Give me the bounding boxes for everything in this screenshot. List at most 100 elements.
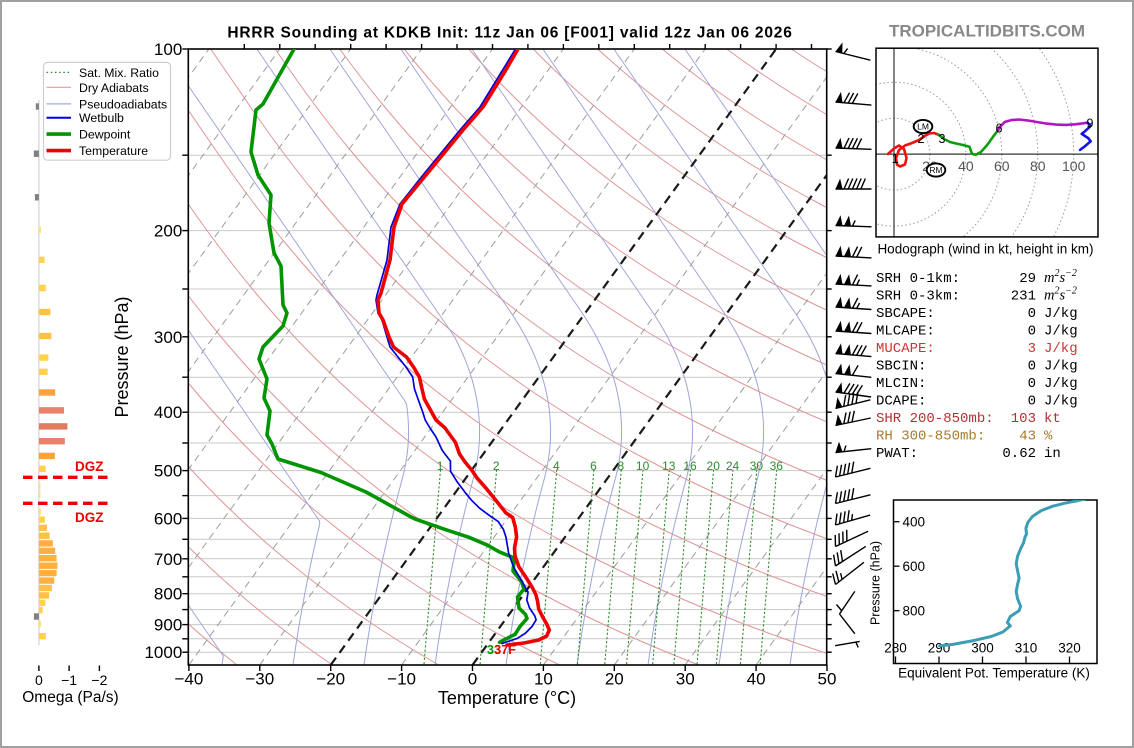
svg-text:Omega (Pa/s): Omega (Pa/s) (22, 689, 118, 706)
svg-text:Equivalent Pot. Temperature (K: Equivalent Pot. Temperature (K) (898, 666, 1090, 681)
svg-text:SRH 0-1km:: SRH 0-1km: (876, 271, 960, 287)
svg-text:60: 60 (994, 158, 1010, 174)
svg-text:DCAPE:: DCAPE: (876, 394, 926, 410)
svg-text:J/kg: J/kg (1044, 359, 1078, 375)
svg-text:−40: −40 (174, 670, 203, 689)
svg-text:DGZ: DGZ (75, 459, 104, 474)
svg-text:0: 0 (35, 672, 43, 688)
svg-text:−2: −2 (91, 672, 107, 688)
svg-text:800: 800 (154, 585, 182, 604)
svg-text:HRRR Sounding at KDKB Init: 11: HRRR Sounding at KDKB Init: 11z Jan 06 [… (227, 25, 792, 42)
svg-text:0: 0 (1028, 324, 1036, 340)
svg-text:Sat. Mix. Ratio: Sat. Mix. Ratio (79, 66, 159, 80)
svg-text:10: 10 (534, 670, 553, 689)
svg-text:200: 200 (154, 222, 182, 241)
svg-text:DGZ: DGZ (75, 510, 104, 525)
svg-text:J/kg: J/kg (1044, 376, 1078, 392)
svg-text:3: 3 (1028, 341, 1036, 357)
svg-text:−1: −1 (61, 672, 77, 688)
svg-text:SBCAPE:: SBCAPE: (876, 306, 935, 322)
svg-text:J/kg: J/kg (1044, 324, 1078, 340)
svg-text:103: 103 (1011, 411, 1036, 427)
svg-text:Temperature (°C): Temperature (°C) (438, 688, 576, 708)
svg-text:SRH 0-3km:: SRH 0-3km: (876, 289, 960, 305)
svg-text:6: 6 (590, 459, 597, 473)
svg-text:Pseudoadiabats: Pseudoadiabats (79, 97, 167, 111)
svg-text:43: 43 (1019, 429, 1036, 445)
svg-text:37F: 37F (494, 643, 516, 657)
svg-text:300: 300 (971, 641, 994, 656)
svg-text:SHR 200-850mb:: SHR 200-850mb: (876, 411, 994, 427)
svg-text:320: 320 (1058, 641, 1081, 656)
svg-text:600: 600 (903, 559, 926, 574)
svg-text:13: 13 (662, 459, 676, 473)
svg-text:29: 29 (1019, 271, 1036, 287)
svg-text:PWAT:: PWAT: (876, 446, 918, 462)
svg-text:kt: kt (1044, 411, 1061, 427)
svg-text:−20: −20 (316, 670, 345, 689)
svg-text:SBCIN:: SBCIN: (876, 359, 926, 375)
svg-text:Temperature: Temperature (79, 144, 148, 158)
svg-text:30: 30 (676, 670, 695, 689)
svg-text:2: 2 (918, 132, 925, 146)
svg-text:Pressure (hPa): Pressure (hPa) (869, 541, 883, 625)
svg-text:0: 0 (1028, 376, 1036, 392)
svg-text:3: 3 (939, 132, 946, 146)
svg-text:40: 40 (958, 158, 974, 174)
svg-text:100: 100 (1062, 158, 1086, 174)
svg-text:400: 400 (903, 515, 926, 530)
svg-text:RM: RM (929, 165, 942, 175)
svg-text:300: 300 (154, 328, 182, 347)
svg-text:4: 4 (553, 459, 560, 473)
svg-text:0: 0 (468, 670, 477, 689)
svg-text:231: 231 (1011, 289, 1036, 305)
svg-text:40: 40 (747, 670, 766, 689)
svg-text:J/kg: J/kg (1044, 306, 1078, 322)
svg-text:100: 100 (154, 40, 182, 59)
svg-text:Wetbulb: Wetbulb (79, 111, 124, 125)
svg-text:%: % (1044, 429, 1053, 445)
svg-text:MLCAPE:: MLCAPE: (876, 324, 935, 340)
svg-text:290: 290 (928, 641, 951, 656)
svg-text:1: 1 (437, 459, 444, 473)
svg-text:RH 300-850mb:: RH 300-850mb: (876, 429, 985, 445)
svg-text:900: 900 (154, 616, 182, 635)
svg-text:6: 6 (996, 122, 1003, 136)
svg-text:20: 20 (707, 459, 721, 473)
svg-text:1: 1 (892, 152, 899, 166)
svg-text:36: 36 (770, 459, 784, 473)
svg-text:0: 0 (1028, 306, 1036, 322)
svg-text:33: 33 (487, 643, 501, 657)
svg-text:80: 80 (1030, 158, 1046, 174)
svg-text:800: 800 (903, 604, 926, 619)
svg-text:J/kg: J/kg (1044, 394, 1078, 410)
svg-text:24: 24 (726, 459, 740, 473)
svg-text:−10: −10 (387, 670, 416, 689)
svg-text:LM: LM (917, 122, 929, 132)
svg-text:−30: −30 (245, 670, 274, 689)
svg-text:2: 2 (493, 459, 500, 473)
svg-text:0.62: 0.62 (1002, 446, 1036, 462)
svg-text:Dewpoint: Dewpoint (79, 128, 131, 142)
svg-text:9: 9 (1087, 117, 1094, 131)
svg-text:20: 20 (605, 670, 624, 689)
svg-text:1000: 1000 (144, 643, 182, 662)
svg-text:310: 310 (1015, 641, 1038, 656)
svg-text:700: 700 (154, 550, 182, 569)
svg-text:TROPICALTIDBITS.COM: TROPICALTIDBITS.COM (889, 22, 1085, 41)
svg-text:MUCAPE:: MUCAPE: (876, 341, 935, 357)
svg-text:280: 280 (884, 641, 907, 656)
svg-text:400: 400 (154, 403, 182, 422)
svg-text:30: 30 (750, 459, 764, 473)
svg-text:in: in (1044, 446, 1061, 462)
svg-text:MLCIN:: MLCIN: (876, 376, 926, 392)
svg-text:10: 10 (636, 459, 650, 473)
svg-text:500: 500 (154, 462, 182, 481)
svg-text:Dry Adiabats: Dry Adiabats (79, 81, 149, 95)
svg-text:0: 0 (1028, 359, 1036, 375)
svg-text:0: 0 (1028, 394, 1036, 410)
svg-text:16: 16 (683, 459, 697, 473)
svg-text:50: 50 (818, 670, 837, 689)
svg-text:8: 8 (618, 459, 625, 473)
svg-text:Hodograph (wind in kt, height: Hodograph (wind in kt, height in km) (877, 242, 1093, 257)
